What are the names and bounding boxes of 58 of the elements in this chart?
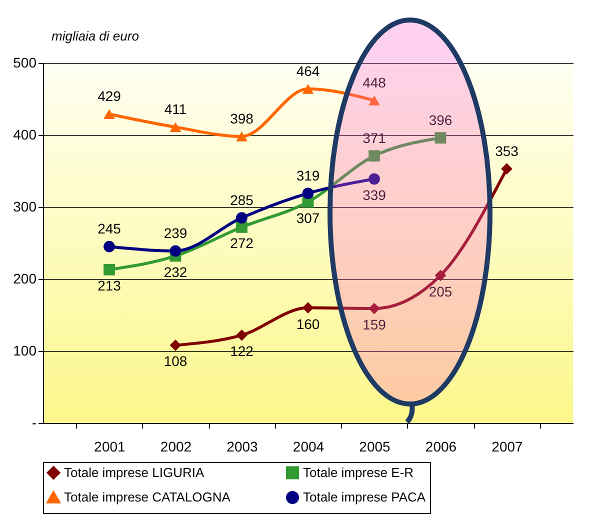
point (236, 329, 248, 341)
y-tick-label: 100 (13, 342, 37, 358)
data-label: 464 (296, 62, 320, 79)
point (434, 270, 446, 282)
data-label: 272 (230, 235, 254, 252)
point (170, 245, 182, 257)
y-tick-label: 400 (13, 126, 37, 142)
point (104, 109, 115, 120)
data-label: 213 (98, 278, 122, 294)
legend-label: Totale imprese LIGURIA (64, 464, 204, 480)
data-label: 245 (98, 220, 122, 237)
data-label: 396 (428, 112, 452, 128)
y-tick-label: - (32, 414, 37, 430)
point (236, 221, 248, 233)
point (104, 264, 115, 276)
legend-label: Totale imprese CATALOGNA (64, 490, 231, 504)
point (368, 150, 380, 162)
x-tick-label: 2005 (359, 438, 391, 454)
x-tick-label: 2001 (94, 438, 126, 454)
point (368, 173, 380, 185)
y-tick-label: 300 (13, 198, 37, 214)
x-tick-label: 2004 (292, 438, 324, 454)
data-label: 159 (362, 316, 386, 333)
point (368, 96, 380, 106)
x-tick-label: 2006 (425, 438, 457, 454)
data-label: 108 (164, 353, 188, 370)
data-label: 239 (164, 224, 188, 241)
point (302, 188, 314, 200)
data-label: 411 (164, 101, 187, 118)
legend-label: Totale imprese PACA (303, 490, 426, 504)
y-tick-label: 500 (13, 54, 37, 70)
data-label: 232 (164, 264, 188, 280)
data-label: 285 (230, 192, 254, 208)
point (434, 132, 446, 144)
y-tick-label: 200 (13, 270, 37, 286)
point (302, 302, 314, 314)
x-tick-label: 2002 (160, 438, 192, 454)
data-label: 353 (495, 142, 519, 159)
data-label: 160 (296, 316, 320, 332)
y-axis-title: migliaia di euro (52, 28, 139, 44)
data-label: 339 (362, 186, 386, 203)
x-tick-label: 2003 (226, 438, 258, 454)
point (368, 302, 380, 314)
point (236, 212, 248, 224)
data-label: 319 (296, 167, 320, 184)
data-label: 448 (362, 74, 386, 90)
point (236, 132, 248, 142)
point (170, 122, 182, 132)
data-label: 205 (428, 283, 452, 300)
legend-label: Totale imprese E-R (303, 464, 414, 480)
point (302, 84, 314, 94)
x-tick-label: 2007 (492, 438, 524, 454)
data-label: 307 (296, 210, 320, 226)
point (501, 163, 512, 175)
point (104, 240, 115, 252)
point (170, 340, 182, 351)
data-label: 398 (230, 110, 254, 126)
data-label: 429 (98, 88, 122, 104)
